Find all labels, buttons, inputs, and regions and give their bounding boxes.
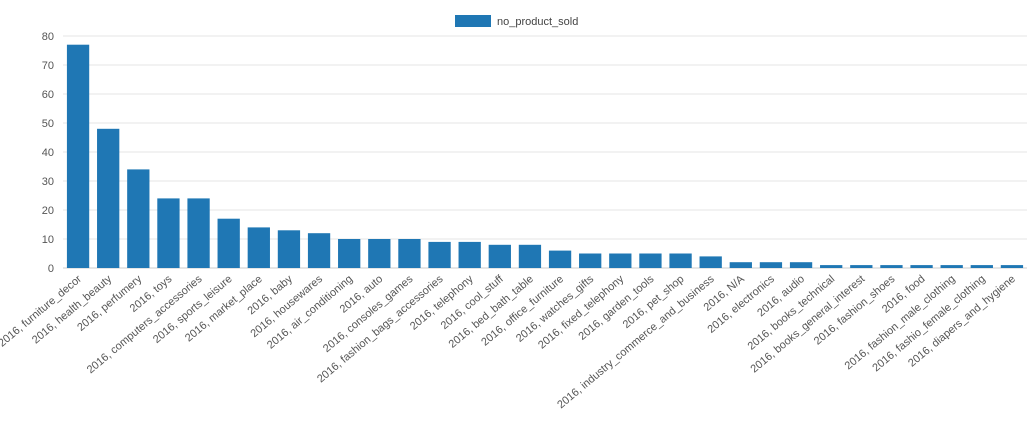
bar[interactable]	[548, 250, 572, 268]
bar[interactable]	[217, 218, 240, 268]
bar[interactable]	[579, 253, 602, 269]
bar[interactable]	[368, 239, 391, 268]
y-tick-label: 70	[42, 60, 54, 72]
bar[interactable]	[488, 244, 511, 268]
bar[interactable]	[458, 241, 481, 268]
bar[interactable]	[66, 44, 90, 269]
bar[interactable]	[789, 262, 813, 268]
bar[interactable]	[338, 239, 361, 268]
bar[interactable]	[669, 253, 692, 269]
bar[interactable]	[187, 198, 210, 268]
bar[interactable]	[699, 256, 722, 268]
legend-label[interactable]: no_product_sold	[497, 16, 578, 28]
bar[interactable]	[639, 253, 662, 269]
y-tick-label: 30	[42, 176, 54, 188]
y-tick-label: 10	[42, 234, 54, 246]
y-tick-label: 60	[42, 89, 54, 101]
bar[interactable]	[820, 265, 843, 268]
bar[interactable]	[307, 233, 331, 268]
gridlines	[63, 35, 1027, 240]
bars	[66, 44, 1024, 269]
bar[interactable]	[277, 230, 301, 268]
bar[interactable]	[609, 253, 632, 269]
bar[interactable]	[428, 241, 451, 268]
legend[interactable]: no_product_sold	[455, 15, 578, 28]
bar[interactable]	[97, 128, 120, 268]
bar[interactable]	[729, 262, 752, 268]
bar[interactable]	[970, 265, 993, 268]
bar[interactable]	[127, 169, 150, 268]
bar[interactable]	[518, 244, 542, 268]
bar[interactable]	[398, 239, 421, 268]
y-tick-label: 50	[42, 118, 54, 130]
legend-swatch[interactable]	[455, 15, 491, 27]
bar[interactable]	[940, 265, 963, 268]
bar[interactable]	[759, 262, 783, 268]
bar[interactable]	[157, 198, 180, 268]
bar[interactable]	[910, 265, 933, 268]
bar[interactable]	[247, 227, 270, 268]
y-tick-label: 80	[42, 31, 54, 43]
bar[interactable]	[1000, 265, 1024, 268]
y-tick-label: 40	[42, 147, 54, 159]
bar[interactable]	[880, 265, 903, 268]
y-tick-label: 20	[42, 205, 54, 217]
y-tick-label: 0	[48, 263, 54, 275]
bar[interactable]	[850, 265, 873, 268]
